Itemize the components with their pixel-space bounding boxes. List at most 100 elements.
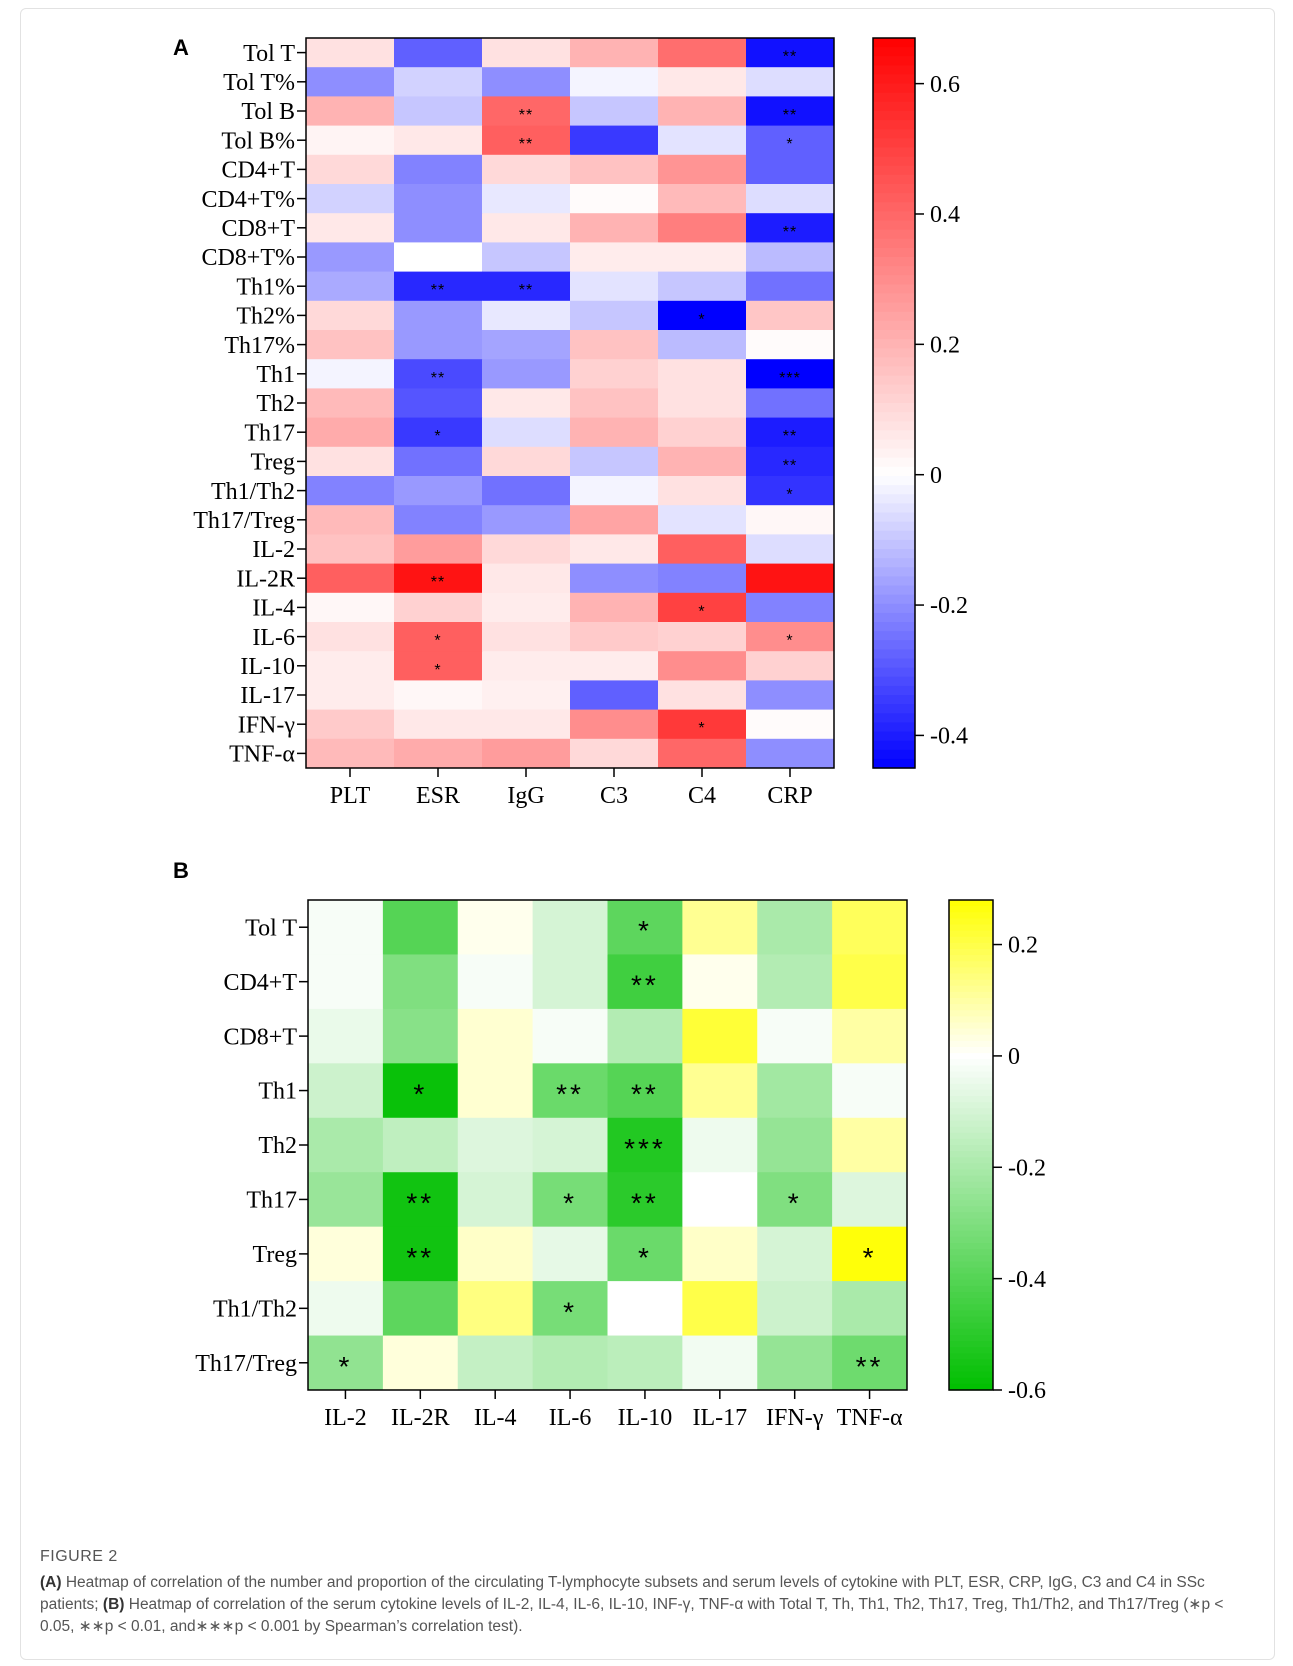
colorbar-tick-label: -0.4 — [930, 724, 968, 750]
significance-mark: * — [434, 633, 441, 650]
column-label-c4: C4 — [688, 783, 716, 809]
cell-il-6-esr — [394, 622, 483, 652]
colorbar-segment — [949, 1273, 993, 1281]
colorbar-segment — [873, 539, 915, 550]
cell-cd4-t-pct-c3 — [570, 184, 659, 214]
row-label-th2: Th2 — [258, 1133, 297, 1159]
cell-th2-esr — [394, 388, 483, 419]
cell-cd8-t-esr — [394, 213, 483, 243]
cell-il-10-c3 — [570, 651, 659, 681]
cell-th1-esr — [394, 359, 483, 389]
cell-tnf-crp — [746, 738, 835, 769]
cell-th1-th2-c3 — [570, 476, 659, 506]
cell-tol-t-pct-crp — [746, 67, 835, 97]
cell-il-4-plt — [306, 592, 395, 623]
cell-cd4-t-crp — [746, 154, 835, 185]
cell-th17-pct-plt — [306, 330, 395, 360]
colorbar-segment — [873, 695, 915, 705]
cell-th1-th2-c4 — [658, 476, 747, 506]
cell-treg-tnf — [832, 1226, 908, 1282]
cell-th1-pct-crp — [746, 271, 835, 302]
significance-mark: ** — [783, 49, 797, 66]
colorbar-segment — [873, 311, 915, 322]
colorbar-segment — [873, 257, 915, 267]
colorbar-segment — [949, 1377, 993, 1385]
row-label-th2: Th2 — [256, 391, 295, 417]
cell-th17-treg-igg — [482, 505, 571, 535]
cell-cd8-t-pct-c4 — [658, 242, 747, 273]
cell-th1-ifn — [757, 1063, 833, 1119]
colorbar-segment — [873, 685, 915, 696]
colorbar-segment — [873, 384, 915, 395]
colorbar-segment — [873, 594, 915, 605]
significance-mark: ** — [519, 107, 533, 124]
row-label-th1: Th1 — [256, 362, 295, 388]
heatmap-b: **** ** ******* * ** *** * *** **Tol TCD4+TCD8+T… — [195, 899, 1046, 1431]
cell-tol-b-c3 — [570, 96, 659, 127]
cell-tol-t-crp — [746, 38, 835, 68]
colorbar-segment — [949, 1255, 993, 1262]
cell-cd8-t-pct-c3 — [570, 242, 659, 273]
cell-th17-crp — [746, 417, 835, 448]
cell-th17-pct-crp — [746, 330, 835, 360]
colorbar-segment — [873, 558, 915, 568]
colorbar-segment — [949, 1132, 993, 1140]
cell-th17-treg-esr — [394, 505, 483, 535]
significance-mark: ** — [783, 107, 797, 124]
colorbar-segment — [873, 466, 915, 477]
colorbar-segment — [949, 1267, 993, 1275]
cell-cd8-t-il-6 — [532, 1008, 608, 1064]
colorbar-segment — [949, 1010, 993, 1017]
cell-cd8-t-pct-plt — [306, 242, 395, 273]
cell-tol-t-il-10 — [607, 900, 683, 955]
colorbar-segment — [949, 1022, 993, 1030]
column-label-il-6: IL-6 — [549, 1405, 592, 1431]
colorbar-segment — [949, 1138, 993, 1146]
cell-cd4-t-pct-c4 — [658, 184, 747, 214]
colorbar-segment — [949, 1310, 993, 1318]
cell-th1-th2-il-2r — [382, 1281, 459, 1337]
colorbar-segment — [949, 900, 993, 907]
colorbar-segment — [873, 193, 915, 203]
column-label-igg: IgG — [507, 783, 544, 809]
colorbar-segment — [949, 1016, 993, 1024]
significance-mark: ** — [519, 282, 533, 299]
cell-tnf-plt — [306, 738, 395, 769]
colorbar-segment — [873, 676, 915, 687]
cell-cd4-t-pct-crp — [746, 184, 835, 214]
colorbar-segment — [949, 1187, 993, 1195]
cell-il-10-c4 — [658, 651, 747, 681]
colorbar-segment — [873, 348, 915, 358]
colorbar-segment — [949, 1292, 993, 1299]
cell-th17-igg — [482, 417, 571, 448]
caption-b-text: Heatmap of correlation of the serum cyto… — [40, 1596, 1224, 1635]
colorbar-segment — [949, 1120, 993, 1128]
cell-il-4-c3 — [570, 592, 659, 623]
colorbar-segment — [873, 147, 915, 158]
significance-mark: ** — [783, 457, 797, 474]
significance-mark: *** — [779, 370, 801, 387]
colorbar-segment — [873, 74, 915, 85]
cell-th2-pct-crp — [746, 300, 835, 331]
significance-mark: * — [413, 1079, 427, 1110]
colorbar-segment — [949, 1053, 993, 1060]
colorbar-segment — [873, 521, 915, 532]
colorbar-segment — [949, 1316, 993, 1324]
colorbar-tick-label: 0.6 — [930, 72, 960, 98]
cell-il-17-c3 — [570, 680, 659, 711]
significance-mark: * — [698, 311, 705, 328]
cell-th1-c3 — [570, 359, 659, 389]
cell-tol-t-plt — [306, 38, 395, 68]
cell-cd8-t-ifn — [757, 1008, 833, 1064]
cell-tol-t-pct-c3 — [570, 67, 659, 97]
cell-th2-il-10 — [607, 1117, 683, 1173]
cell-th2-crp — [746, 388, 835, 419]
cell-th1-th2-crp — [746, 476, 835, 506]
cell-cd8-t-c3 — [570, 213, 659, 243]
row-label-treg: Treg — [253, 1242, 297, 1268]
colorbar-segment — [873, 293, 915, 304]
colorbar-segment — [949, 1059, 993, 1066]
cell-cd4-t-il-4 — [457, 954, 534, 1010]
cell-th2-plt — [306, 388, 395, 419]
cell-th17-pct-c3 — [570, 330, 659, 360]
